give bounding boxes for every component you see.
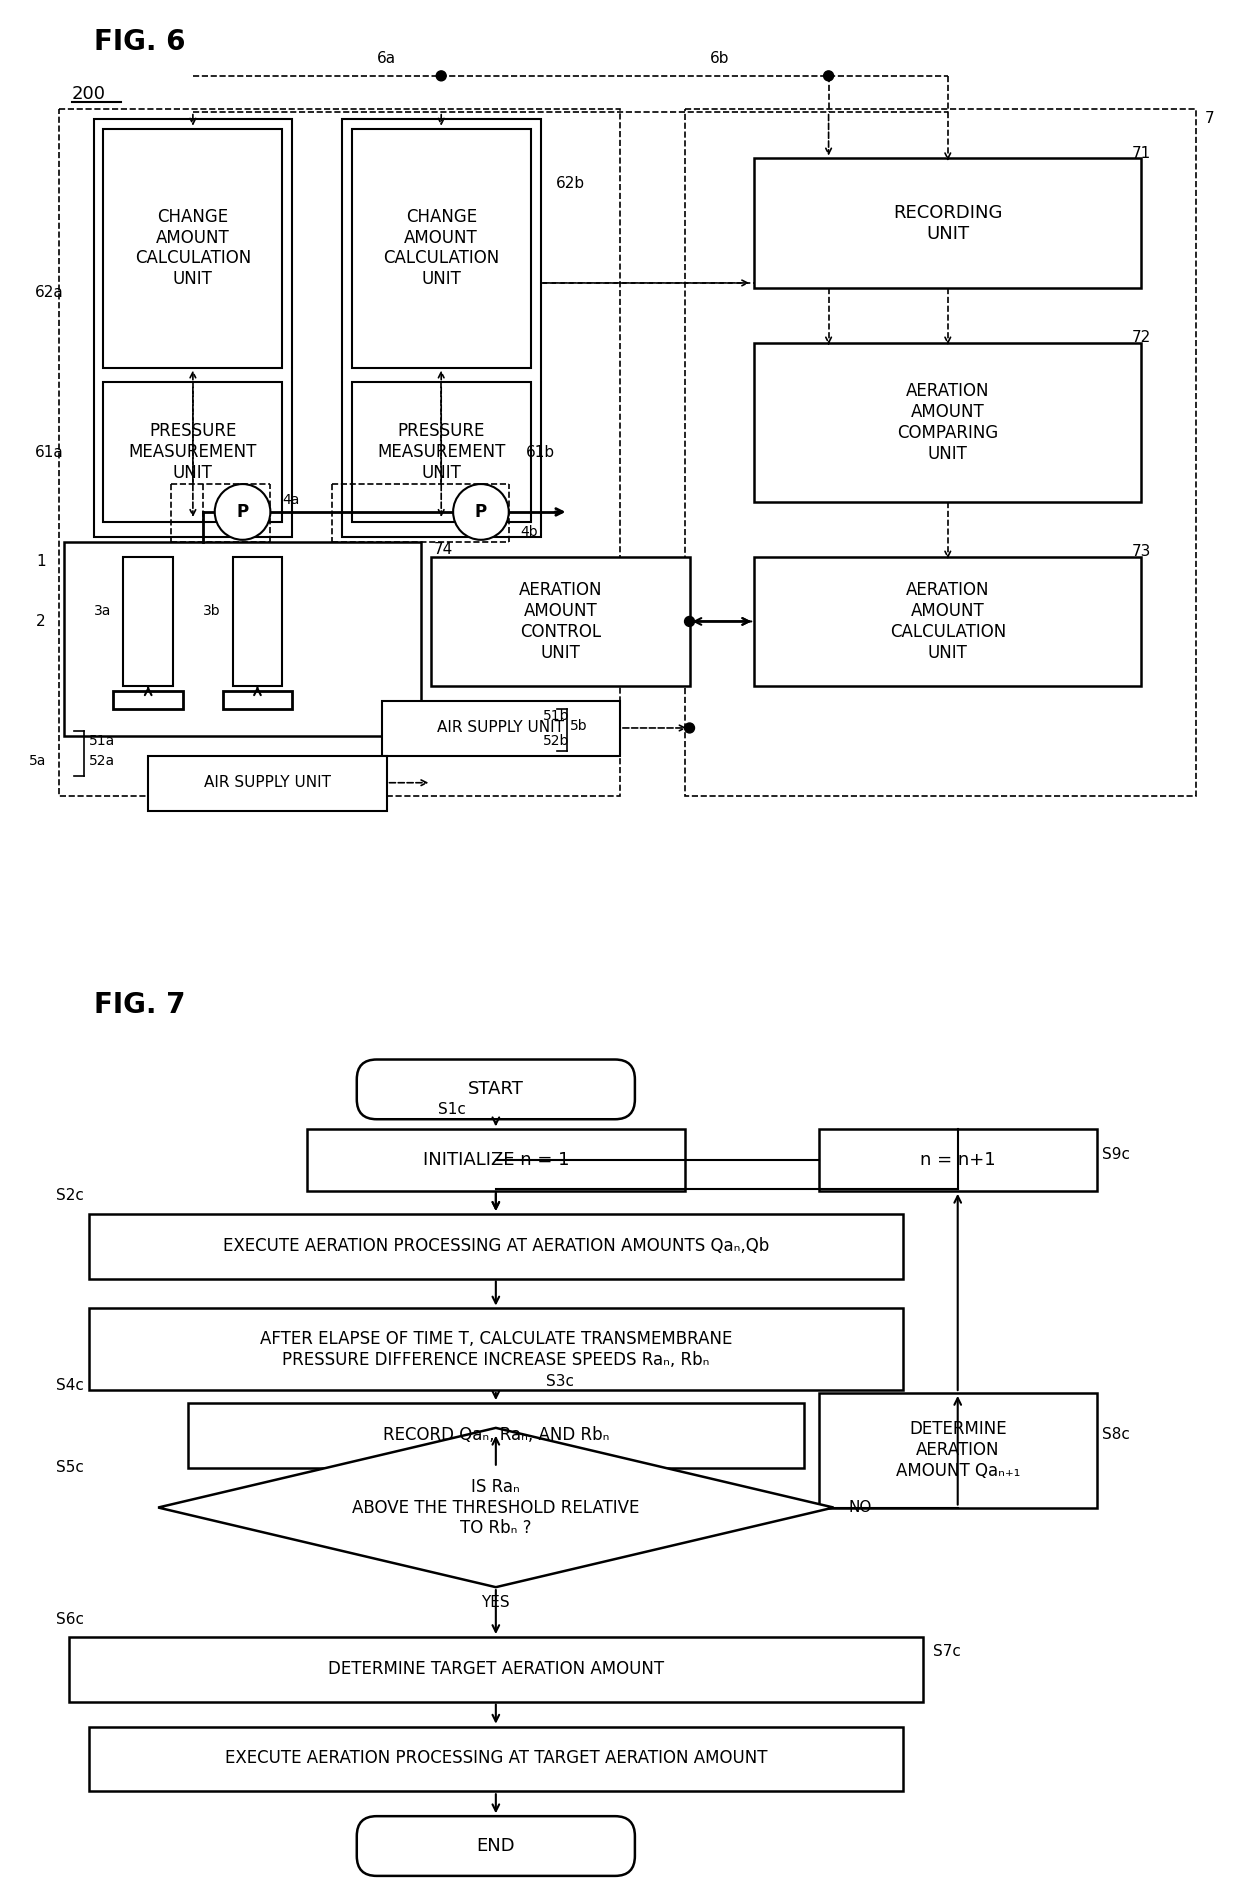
Bar — [68, 1637, 923, 1702]
Text: S4c: S4c — [56, 1378, 83, 1393]
Bar — [58, 108, 620, 796]
Text: S2c: S2c — [56, 1188, 83, 1203]
Text: 2: 2 — [36, 614, 46, 629]
Text: PRESSURE
MEASUREMENT
UNIT: PRESSURE MEASUREMENT UNIT — [129, 423, 257, 481]
Text: 3b: 3b — [203, 605, 221, 618]
Text: 6b: 6b — [709, 51, 729, 66]
Text: P: P — [237, 502, 248, 521]
Bar — [188, 1402, 804, 1469]
Text: 4a: 4a — [283, 493, 300, 508]
Text: CHANGE
AMOUNT
CALCULATION
UNIT: CHANGE AMOUNT CALCULATION UNIT — [383, 208, 500, 288]
Text: 51a: 51a — [88, 733, 115, 749]
Bar — [113, 692, 184, 709]
Bar — [754, 557, 1142, 686]
Circle shape — [436, 70, 446, 81]
Bar — [432, 557, 689, 686]
Text: S8c: S8c — [1102, 1427, 1130, 1442]
Text: 5b: 5b — [570, 718, 588, 733]
Circle shape — [453, 483, 508, 540]
Text: 73: 73 — [1132, 544, 1152, 559]
Text: FIG. 6: FIG. 6 — [93, 28, 185, 57]
Bar — [93, 119, 293, 536]
Text: YES: YES — [481, 1594, 510, 1609]
Bar — [103, 383, 283, 521]
Text: 4b: 4b — [521, 525, 538, 538]
Bar — [754, 159, 1142, 288]
Polygon shape — [159, 1427, 833, 1588]
Text: 200: 200 — [72, 85, 105, 102]
Circle shape — [684, 616, 694, 627]
Text: 61b: 61b — [526, 445, 556, 460]
Text: RECORDING
UNIT: RECORDING UNIT — [893, 205, 1002, 243]
Text: AERATION
AMOUNT
CALCULATION
UNIT: AERATION AMOUNT CALCULATION UNIT — [889, 582, 1006, 661]
Text: AERATION
AMOUNT
COMPARING
UNIT: AERATION AMOUNT COMPARING UNIT — [898, 383, 998, 462]
Text: 52a: 52a — [88, 754, 115, 767]
Bar — [754, 343, 1142, 502]
Bar — [88, 1215, 903, 1279]
Bar — [63, 542, 422, 735]
Bar — [223, 692, 293, 709]
Bar — [103, 129, 283, 368]
Bar — [684, 108, 1197, 796]
Text: PRESSURE
MEASUREMENT
UNIT: PRESSURE MEASUREMENT UNIT — [377, 423, 506, 481]
Text: DETERMINE
AERATION
AMOUNT Qaₙ₊₁: DETERMINE AERATION AMOUNT Qaₙ₊₁ — [895, 1419, 1021, 1480]
Text: AIR SUPPLY UNIT: AIR SUPPLY UNIT — [438, 720, 564, 735]
Text: RECORD Qaₙ, Raₙ, AND Rbₙ: RECORD Qaₙ, Raₙ, AND Rbₙ — [383, 1425, 609, 1444]
Bar — [818, 1393, 1096, 1508]
Text: S5c: S5c — [56, 1461, 83, 1474]
Bar — [818, 1129, 1096, 1190]
Text: 6a: 6a — [377, 51, 396, 66]
Bar — [308, 1129, 684, 1190]
Bar — [123, 557, 174, 686]
Text: S1c: S1c — [438, 1101, 466, 1116]
Bar — [352, 129, 531, 368]
Text: 5a: 5a — [29, 754, 46, 767]
Text: 51b: 51b — [543, 709, 569, 724]
Text: S9c: S9c — [1102, 1146, 1130, 1162]
Bar — [233, 557, 283, 686]
Text: AFTER ELAPSE OF TIME T, CALCULATE TRANSMEMBRANE
PRESSURE DIFFERENCE INCREASE SPE: AFTER ELAPSE OF TIME T, CALCULATE TRANSM… — [259, 1330, 732, 1368]
Bar — [382, 701, 620, 756]
Circle shape — [823, 70, 833, 81]
Text: AERATION
AMOUNT
CONTROL
UNIT: AERATION AMOUNT CONTROL UNIT — [518, 582, 603, 661]
Text: NO: NO — [848, 1501, 872, 1514]
Text: 61a: 61a — [35, 445, 63, 460]
Text: S7c: S7c — [932, 1645, 961, 1660]
Text: 7: 7 — [1204, 112, 1214, 127]
Text: INITIALIZE n = 1: INITIALIZE n = 1 — [423, 1150, 569, 1169]
Text: EXECUTE AERATION PROCESSING AT TARGET AERATION AMOUNT: EXECUTE AERATION PROCESSING AT TARGET AE… — [224, 1749, 768, 1768]
Text: n = n+1: n = n+1 — [920, 1150, 996, 1169]
Circle shape — [684, 724, 694, 733]
Text: START: START — [467, 1080, 523, 1099]
Text: 62b: 62b — [556, 176, 584, 191]
Text: 74: 74 — [433, 542, 453, 557]
Text: 71: 71 — [1132, 146, 1152, 161]
Text: 3a: 3a — [94, 605, 112, 618]
Text: END: END — [476, 1836, 515, 1855]
Bar — [352, 383, 531, 521]
Text: AIR SUPPLY UNIT: AIR SUPPLY UNIT — [203, 775, 331, 790]
FancyBboxPatch shape — [357, 1815, 635, 1876]
Circle shape — [215, 483, 270, 540]
Text: EXECUTE AERATION PROCESSING AT AERATION AMOUNTS Qaₙ,Qb: EXECUTE AERATION PROCESSING AT AERATION … — [223, 1237, 769, 1254]
Text: S3c: S3c — [546, 1374, 574, 1389]
Text: P: P — [475, 502, 487, 521]
Bar — [342, 119, 541, 536]
Text: 1: 1 — [36, 553, 46, 568]
Text: S6c: S6c — [56, 1611, 83, 1626]
Text: 52b: 52b — [543, 733, 569, 749]
Text: FIG. 7: FIG. 7 — [93, 991, 185, 1020]
Text: DETERMINE TARGET AERATION AMOUNT: DETERMINE TARGET AERATION AMOUNT — [327, 1660, 663, 1677]
Text: IS Raₙ
ABOVE THE THRESHOLD RELATIVE
TO Rbₙ ?: IS Raₙ ABOVE THE THRESHOLD RELATIVE TO R… — [352, 1478, 640, 1537]
Bar — [88, 1726, 903, 1791]
Bar — [149, 756, 387, 811]
Text: CHANGE
AMOUNT
CALCULATION
UNIT: CHANGE AMOUNT CALCULATION UNIT — [135, 208, 250, 288]
Text: 72: 72 — [1132, 330, 1152, 345]
Bar — [88, 1308, 903, 1391]
Text: 62a: 62a — [35, 286, 63, 301]
FancyBboxPatch shape — [357, 1059, 635, 1120]
